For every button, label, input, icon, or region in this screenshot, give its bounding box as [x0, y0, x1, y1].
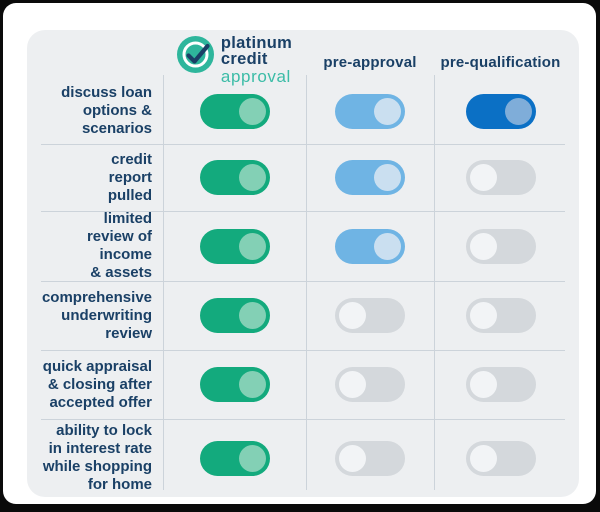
toggle-pre-qualification-row1[interactable]: [465, 93, 536, 129]
toggle-cell: [434, 144, 579, 211]
toggle-pre-qualification-row3[interactable]: [465, 228, 536, 264]
toggle-knob: [238, 232, 266, 260]
row-label: limited review of income & assets: [86, 210, 152, 281]
toggle-cell: [434, 211, 579, 281]
row-label: credit report pulled: [107, 150, 152, 204]
row-divider: [41, 281, 565, 282]
toggle-knob: [469, 232, 497, 260]
toggle-platinum-row5[interactable]: [199, 367, 270, 402]
row-divider: [41, 144, 565, 145]
toggle-cell: [306, 281, 434, 350]
toggle-cell: [163, 144, 306, 211]
toggle-cell: [163, 350, 306, 419]
logo-subtitle: approval: [220, 67, 291, 86]
row-divider: [41, 350, 565, 351]
toggle-cell: [306, 78, 434, 144]
toggle-cell: [434, 78, 579, 144]
toggle-knob: [504, 97, 532, 125]
row-label: ability to lock in interest rate while s…: [42, 422, 152, 493]
toggle-pre-approval-row5[interactable]: [335, 367, 405, 402]
toggle-cell: [306, 211, 434, 281]
toggle-knob: [374, 164, 401, 191]
logo-title: platinum credit: [220, 34, 293, 68]
toggle-knob: [469, 164, 497, 191]
logo-text: platinum credit approval: [220, 34, 293, 86]
toggle-pre-qualification-row2[interactable]: [465, 160, 536, 195]
toggle-knob: [238, 371, 266, 398]
toggle-knob: [339, 302, 366, 329]
platinum-credit-approval-logo: platinum credit approval: [163, 30, 306, 85]
toggle-platinum-row1[interactable]: [199, 93, 270, 129]
toggle-knob: [238, 164, 266, 191]
toggle-cell: [306, 350, 434, 419]
comparison-grid: platinum credit approval pre-approval pr…: [27, 30, 579, 497]
toggle-cell: [434, 281, 579, 350]
toggle-cell: [306, 144, 434, 211]
toggle-knob: [469, 444, 497, 472]
row-divider: [41, 211, 565, 212]
toggle-pre-approval-row1[interactable]: [335, 93, 405, 129]
toggle-pre-approval-row3[interactable]: [335, 228, 405, 264]
toggle-knob: [238, 302, 266, 329]
row-divider: [41, 419, 565, 420]
toggle-knob: [339, 371, 366, 398]
toggle-pre-qualification-row4[interactable]: [465, 298, 536, 333]
column-header-pre-approval: pre-approval: [323, 54, 417, 71]
toggle-cell: [163, 419, 306, 497]
toggle-pre-approval-row6[interactable]: [335, 440, 405, 476]
row-label: comprehensive underwriting review: [41, 288, 152, 342]
column-header-pre-qualification: pre-qualification: [440, 54, 561, 71]
toggle-cell: [434, 419, 579, 497]
toggle-pre-qualification-row6[interactable]: [465, 440, 536, 476]
row-label: discuss loan options & scenarios: [61, 84, 152, 137]
toggle-knob: [339, 444, 366, 472]
check-circle-icon: [176, 36, 214, 73]
toggle-pre-qualification-row5[interactable]: [465, 367, 536, 402]
toggle-knob: [469, 371, 497, 398]
column-divider: [434, 75, 435, 490]
toggle-knob: [238, 97, 266, 125]
toggle-platinum-row4[interactable]: [199, 298, 270, 333]
toggle-cell: [163, 281, 306, 350]
toggle-platinum-row3[interactable]: [199, 228, 270, 264]
toggle-cell: [163, 78, 306, 144]
toggle-platinum-row2[interactable]: [199, 160, 270, 195]
toggle-knob: [374, 97, 401, 125]
toggle-pre-approval-row4[interactable]: [335, 298, 405, 333]
toggle-cell: [163, 211, 306, 281]
column-divider: [163, 75, 164, 490]
comparison-card: platinum credit approval pre-approval pr…: [27, 30, 579, 497]
header-spacer: [27, 30, 163, 78]
toggle-cell: [306, 419, 434, 497]
toggle-pre-approval-row2[interactable]: [335, 160, 405, 195]
row-label: quick appraisal & closing after accepted…: [42, 357, 152, 411]
page-background: platinum credit approval pre-approval pr…: [3, 3, 596, 504]
toggle-knob: [238, 444, 266, 472]
toggle-cell: [434, 350, 579, 419]
column-divider: [306, 75, 307, 490]
toggle-platinum-row6[interactable]: [199, 440, 270, 476]
toggle-knob: [374, 232, 401, 260]
toggle-knob: [469, 302, 497, 329]
